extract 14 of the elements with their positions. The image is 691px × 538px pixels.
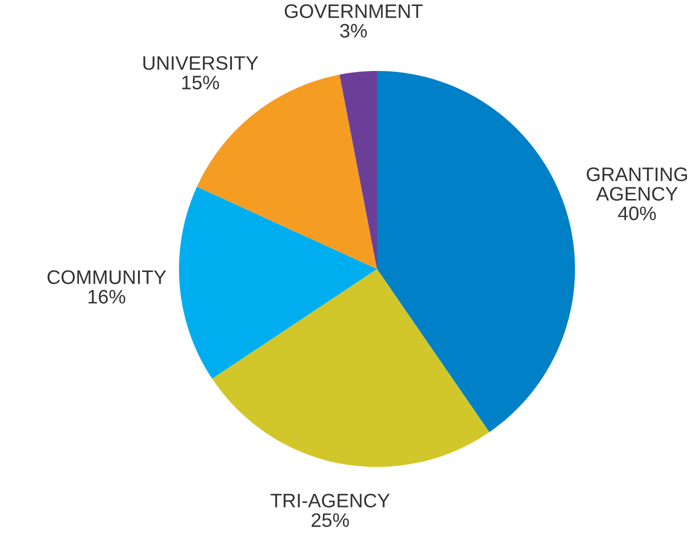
data-label: 25% [312, 513, 349, 528]
slice-label: TRI-AGENCY [270, 494, 390, 508]
data-label: 40% [618, 206, 656, 220]
slice-label: COMMUNITY [48, 270, 166, 284]
data-label: 3% [340, 24, 367, 38]
data-label: 16% [88, 290, 126, 304]
slice-label: UNIVERSITY [143, 56, 258, 70]
slice-label: GRANTING AGENCY [586, 167, 687, 201]
pie-slice [179, 186, 377, 379]
data-label: 15% [182, 76, 220, 90]
pie-slice [212, 269, 490, 467]
slice-label: GOVERNMENT [284, 4, 423, 18]
pie-slice [377, 71, 575, 432]
pie-slice [340, 71, 377, 269]
